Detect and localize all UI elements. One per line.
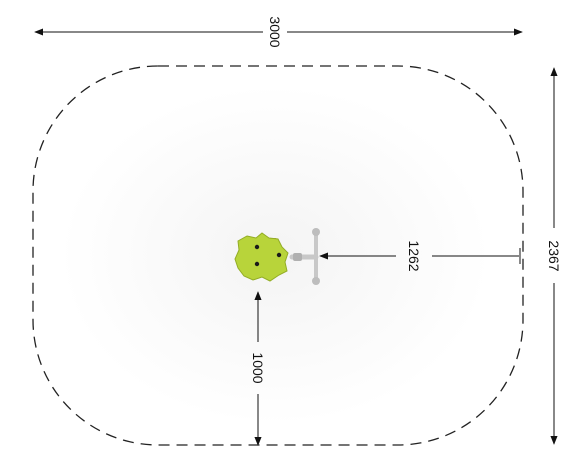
handle-knob-bottom [312, 277, 320, 285]
rider-eye-top [254, 244, 260, 250]
width-dimension-label: 3000 [267, 16, 283, 47]
width-dimension: 3000 [34, 16, 523, 48]
spring-rider-icon [234, 228, 320, 285]
depth-dimension-label: 2367 [546, 240, 562, 271]
edge-distance-dimension: 1262 [319, 240, 521, 272]
rider-eye-right [276, 252, 282, 258]
rider-head [234, 232, 289, 282]
rider-eye-bottom [254, 261, 260, 267]
handle-knob-top [312, 228, 320, 236]
bottom-distance-dimension: 1000 [250, 291, 266, 446]
depth-dimension: 2367 [546, 67, 562, 445]
safety-zone-outline [32, 65, 524, 446]
edge-distance-label: 1262 [406, 240, 422, 271]
handle-mount [293, 253, 302, 261]
bottom-distance-label: 1000 [250, 352, 266, 383]
